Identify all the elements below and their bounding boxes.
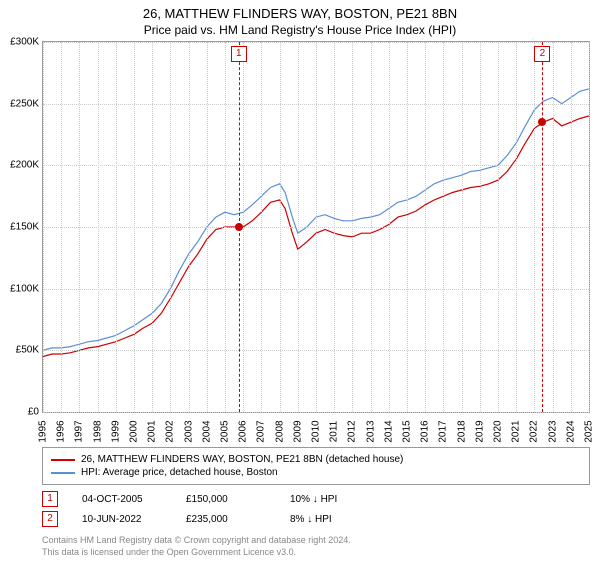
gridline-v bbox=[134, 42, 135, 412]
gridline-v bbox=[43, 42, 44, 412]
x-axis-label: 2020 bbox=[493, 420, 504, 442]
gridline-v bbox=[207, 42, 208, 412]
x-axis-label: 2002 bbox=[165, 420, 176, 442]
x-axis-label: 2023 bbox=[547, 420, 558, 442]
chart-plot-area: £0£50K£100K£150K£200K£250K£300K199519961… bbox=[42, 41, 590, 413]
sale-diff: 10% ↓ HPI bbox=[290, 494, 370, 505]
sale-marker-dot bbox=[235, 223, 243, 231]
gridline-v bbox=[516, 42, 517, 412]
gridline-v bbox=[189, 42, 190, 412]
x-axis-label: 2007 bbox=[256, 420, 267, 442]
y-axis-label: £300K bbox=[10, 37, 43, 48]
x-axis-label: 2000 bbox=[129, 420, 140, 442]
gridline-v bbox=[298, 42, 299, 412]
gridline-v bbox=[316, 42, 317, 412]
x-axis-label: 2003 bbox=[183, 420, 194, 442]
sale-row: 2 10-JUN-2022 £235,000 8% ↓ HPI bbox=[42, 511, 590, 527]
gridline-v bbox=[116, 42, 117, 412]
sale-marker-box: 1 bbox=[231, 46, 247, 62]
gridline-v bbox=[98, 42, 99, 412]
gridline-v bbox=[425, 42, 426, 412]
gridline-v bbox=[261, 42, 262, 412]
x-axis-label: 2021 bbox=[511, 420, 522, 442]
x-axis-label: 1997 bbox=[74, 420, 85, 442]
sale-marker-box: 2 bbox=[534, 46, 550, 62]
gridline-v bbox=[589, 42, 590, 412]
gridline-v bbox=[534, 42, 535, 412]
chart-subtitle: Price paid vs. HM Land Registry's House … bbox=[0, 23, 600, 37]
gridline-v bbox=[389, 42, 390, 412]
sale-marker-line bbox=[542, 42, 543, 412]
y-axis-label: £100K bbox=[10, 283, 43, 294]
sale-row: 1 04-OCT-2005 £150,000 10% ↓ HPI bbox=[42, 491, 590, 507]
x-axis-label: 2025 bbox=[584, 420, 595, 442]
gridline-v bbox=[571, 42, 572, 412]
footer-line: This data is licensed under the Open Gov… bbox=[42, 547, 590, 559]
legend-item: 26, MATTHEW FLINDERS WAY, BOSTON, PE21 8… bbox=[51, 454, 581, 465]
sale-date: 04-OCT-2005 bbox=[82, 494, 162, 505]
gridline-v bbox=[152, 42, 153, 412]
x-axis-label: 2009 bbox=[292, 420, 303, 442]
y-axis-label: £150K bbox=[10, 222, 43, 233]
footer-attribution: Contains HM Land Registry data © Crown c… bbox=[42, 535, 590, 558]
sale-diff: 8% ↓ HPI bbox=[290, 514, 370, 525]
x-axis-label: 2014 bbox=[383, 420, 394, 442]
x-axis-label: 2018 bbox=[456, 420, 467, 442]
legend-label: 26, MATTHEW FLINDERS WAY, BOSTON, PE21 8… bbox=[81, 454, 403, 465]
x-axis-label: 2013 bbox=[365, 420, 376, 442]
gridline-h bbox=[43, 412, 589, 413]
gridline-v bbox=[443, 42, 444, 412]
x-axis-label: 2010 bbox=[311, 420, 322, 442]
chart-title: 26, MATTHEW FLINDERS WAY, BOSTON, PE21 8… bbox=[0, 6, 600, 21]
sale-row-marker: 1 bbox=[42, 491, 58, 507]
y-axis-label: £200K bbox=[10, 160, 43, 171]
gridline-v bbox=[462, 42, 463, 412]
legend-swatch bbox=[51, 459, 75, 461]
footer-line: Contains HM Land Registry data © Crown c… bbox=[42, 535, 590, 547]
x-axis-label: 1996 bbox=[56, 420, 67, 442]
x-axis-label: 2001 bbox=[147, 420, 158, 442]
sale-row-marker: 2 bbox=[42, 511, 58, 527]
x-axis-label: 2017 bbox=[438, 420, 449, 442]
gridline-v bbox=[498, 42, 499, 412]
gridline-v bbox=[371, 42, 372, 412]
gridline-v bbox=[79, 42, 80, 412]
sale-price: £235,000 bbox=[186, 514, 266, 525]
x-axis-label: 2024 bbox=[565, 420, 576, 442]
gridline-v bbox=[553, 42, 554, 412]
y-axis-label: £50K bbox=[16, 345, 43, 356]
x-axis-label: 2011 bbox=[329, 421, 340, 443]
gridline-v bbox=[407, 42, 408, 412]
x-axis-label: 2008 bbox=[274, 420, 285, 442]
x-axis-label: 2012 bbox=[347, 420, 358, 442]
x-axis-label: 1999 bbox=[110, 420, 121, 442]
gridline-v bbox=[225, 42, 226, 412]
gridline-v bbox=[480, 42, 481, 412]
legend-swatch bbox=[51, 472, 75, 474]
sale-price: £150,000 bbox=[186, 494, 266, 505]
legend-label: HPI: Average price, detached house, Bost… bbox=[81, 467, 278, 478]
y-axis-label: £250K bbox=[10, 98, 43, 109]
x-axis-label: 2006 bbox=[238, 420, 249, 442]
gridline-v bbox=[170, 42, 171, 412]
x-axis-label: 2015 bbox=[402, 420, 413, 442]
legend-box: 26, MATTHEW FLINDERS WAY, BOSTON, PE21 8… bbox=[42, 447, 590, 485]
gridline-v bbox=[243, 42, 244, 412]
x-axis-label: 1995 bbox=[38, 420, 49, 442]
gridline-v bbox=[334, 42, 335, 412]
x-axis-label: 2004 bbox=[201, 420, 212, 442]
x-axis-label: 2016 bbox=[420, 420, 431, 442]
sales-table: 1 04-OCT-2005 £150,000 10% ↓ HPI 2 10-JUN-202… bbox=[42, 491, 590, 527]
x-axis-label: 1998 bbox=[92, 420, 103, 442]
x-axis-label: 2019 bbox=[474, 420, 485, 442]
sale-date: 10-JUN-2022 bbox=[82, 514, 162, 525]
gridline-v bbox=[61, 42, 62, 412]
gridline-v bbox=[352, 42, 353, 412]
y-axis-label: £0 bbox=[28, 407, 43, 418]
x-axis-label: 2005 bbox=[220, 420, 231, 442]
x-axis-label: 2022 bbox=[529, 420, 540, 442]
legend-item: HPI: Average price, detached house, Bost… bbox=[51, 467, 581, 478]
sale-marker-dot bbox=[538, 118, 546, 126]
gridline-v bbox=[280, 42, 281, 412]
